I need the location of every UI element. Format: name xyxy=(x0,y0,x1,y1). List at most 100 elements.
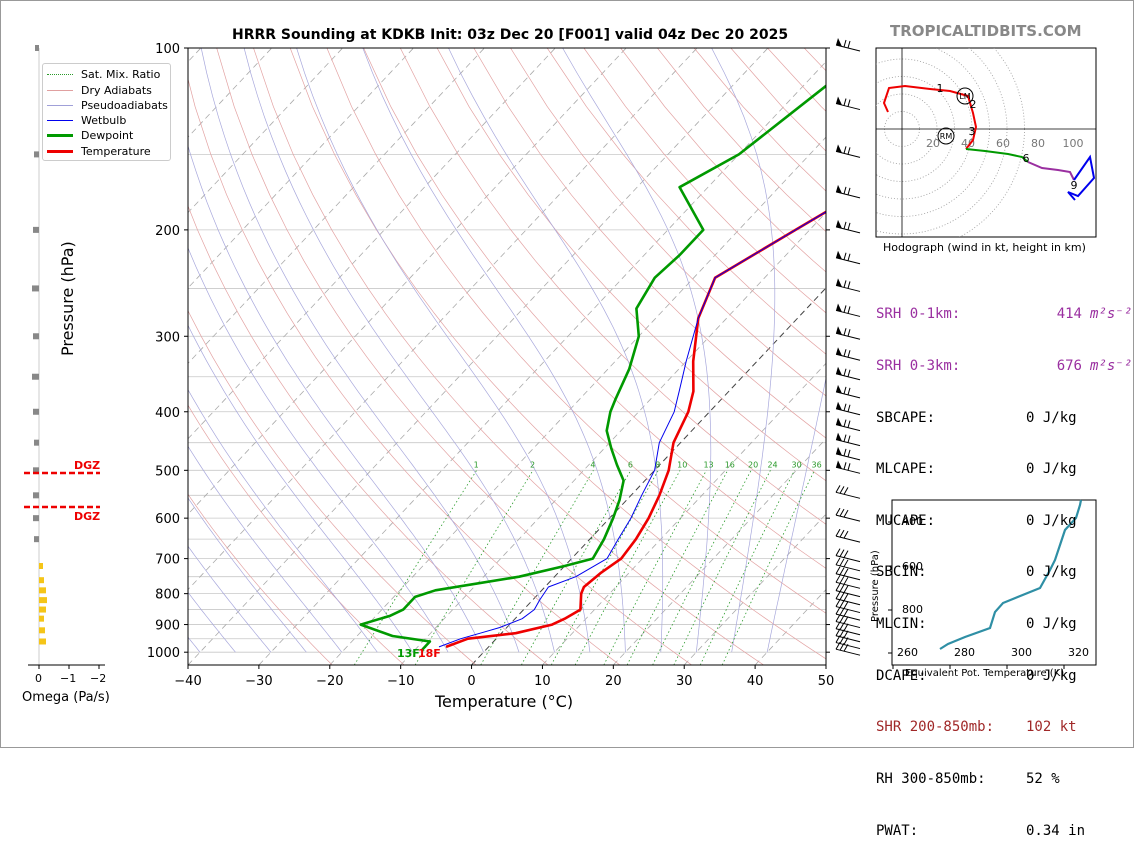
barb-staff xyxy=(836,649,860,655)
pwat-label: PWAT: xyxy=(876,823,1026,840)
dgz-top-label: DGZ xyxy=(74,459,100,472)
barb-feather xyxy=(836,558,840,565)
barb-feather xyxy=(844,435,846,442)
barb-feather xyxy=(848,306,850,313)
barb-feather xyxy=(844,222,846,229)
legend-item-pseudoadiabats: Pseudoadiabats xyxy=(47,99,168,112)
legend: Sat. Mix. Ratio Dry Adiabats Pseudoadiab… xyxy=(42,63,171,161)
mixing-ratio-label: 13 xyxy=(703,460,713,469)
theta-e-xtick: 320 xyxy=(1068,646,1089,659)
barb-flag xyxy=(836,433,842,442)
legend-label: Pseudoadiabats xyxy=(81,99,168,112)
isotherm-line xyxy=(259,48,839,665)
barb-feather xyxy=(840,608,844,615)
dry-adiabat xyxy=(327,48,908,665)
wind-barb xyxy=(836,385,860,398)
legend-label: Wetbulb xyxy=(81,114,126,127)
wind-barb xyxy=(836,433,860,446)
theta-e-ytick: 400 xyxy=(902,515,923,528)
rh-value: 52 % xyxy=(1026,771,1060,788)
right-mover-label: RM xyxy=(940,132,953,141)
wind-barb xyxy=(836,144,860,157)
barb-feather xyxy=(836,600,840,607)
isotherm-line xyxy=(188,48,768,665)
mixing-ratio-line xyxy=(521,470,630,665)
barb-flag xyxy=(836,418,842,427)
wind-barb xyxy=(836,367,860,380)
barb-feather xyxy=(840,509,844,516)
x-tick-label: 40 xyxy=(747,674,764,689)
omega-bar-positive xyxy=(39,563,43,569)
barb-feather xyxy=(844,462,846,469)
y-tick-label: 500 xyxy=(155,464,180,479)
y-tick-label: 200 xyxy=(155,224,180,239)
brand-watermark: TROPICALTIDBITS.COM xyxy=(890,22,1082,40)
mixing-ratio-label: 1 xyxy=(474,460,479,469)
barb-feather xyxy=(844,99,846,106)
mixing-ratio-label: 30 xyxy=(792,460,802,469)
stat-row: SBCAPE:0 J/kg xyxy=(876,410,1132,427)
omega-tick-1: −1 xyxy=(60,672,76,685)
omega-bar xyxy=(33,492,39,498)
barb-feather xyxy=(840,559,844,566)
barb-feather xyxy=(840,530,844,537)
barb-flag xyxy=(836,367,842,376)
omega-axis-label: Omega (Pa/s) xyxy=(22,690,110,705)
omega-bar-positive xyxy=(39,587,46,593)
y-tick-label: 100 xyxy=(155,42,180,57)
barb-staff xyxy=(836,536,860,542)
wind-barb xyxy=(836,418,860,431)
barb-feather xyxy=(848,100,850,107)
barb-feather xyxy=(844,624,848,631)
omega-bar xyxy=(33,333,39,339)
omega-tick-2: −2 xyxy=(90,672,106,685)
wind-barb xyxy=(836,303,860,316)
barb-flag xyxy=(836,347,842,356)
omega-bar xyxy=(33,409,39,415)
wind-barb xyxy=(836,508,860,521)
barb-feather xyxy=(844,510,848,517)
wind-barb xyxy=(836,529,860,542)
wind-barb xyxy=(836,326,860,339)
theta-e-xtick: 280 xyxy=(954,646,975,659)
omega-bar xyxy=(33,227,39,233)
barb-feather xyxy=(848,350,850,357)
mixing-ratio-label: 36 xyxy=(812,460,822,469)
barb-flag xyxy=(836,278,842,287)
barb-flag xyxy=(836,251,842,259)
pseudoadiabat xyxy=(712,48,775,652)
y-tick-label: 400 xyxy=(155,406,180,421)
wind-barb xyxy=(836,402,860,415)
barb-feather xyxy=(844,328,846,335)
wind-barb xyxy=(836,185,860,198)
barb-feather xyxy=(844,617,848,624)
barb-feather xyxy=(848,405,850,412)
barb-feather xyxy=(840,616,844,623)
theta-e-ytick: 600 xyxy=(902,560,923,573)
barb-feather xyxy=(844,280,846,287)
barb-feather xyxy=(844,449,846,456)
omega-bar-positive xyxy=(39,638,46,644)
barb-feather xyxy=(848,281,850,288)
y-tick-label: 600 xyxy=(155,512,180,527)
x-tick-label: −40 xyxy=(174,674,201,689)
barb-feather xyxy=(844,560,848,567)
barb-feather xyxy=(844,253,846,260)
srh-03-value: 676 xyxy=(1026,358,1082,375)
theta-e-xtick: 300 xyxy=(1011,646,1032,659)
barb-flag xyxy=(836,447,842,456)
legend-label: Dry Adiabats xyxy=(81,84,152,97)
theta-e-xlabel: Equivalent Pot. Temperature (K) xyxy=(905,668,1064,679)
barb-feather xyxy=(836,607,840,614)
srh-01-value: 414 xyxy=(1026,306,1082,323)
stat-label: MLCAPE: xyxy=(876,461,1026,478)
theta-e-ytick: 800 xyxy=(902,603,923,616)
theta-e-ylabel: Pressure (hPa) xyxy=(870,532,881,622)
legend-label: Temperature xyxy=(81,145,151,158)
barb-flag xyxy=(836,303,842,312)
theta-e-corner-tick: 260 xyxy=(897,646,918,659)
omega-bar-positive xyxy=(39,597,47,603)
pseudoadiabat xyxy=(201,48,519,652)
